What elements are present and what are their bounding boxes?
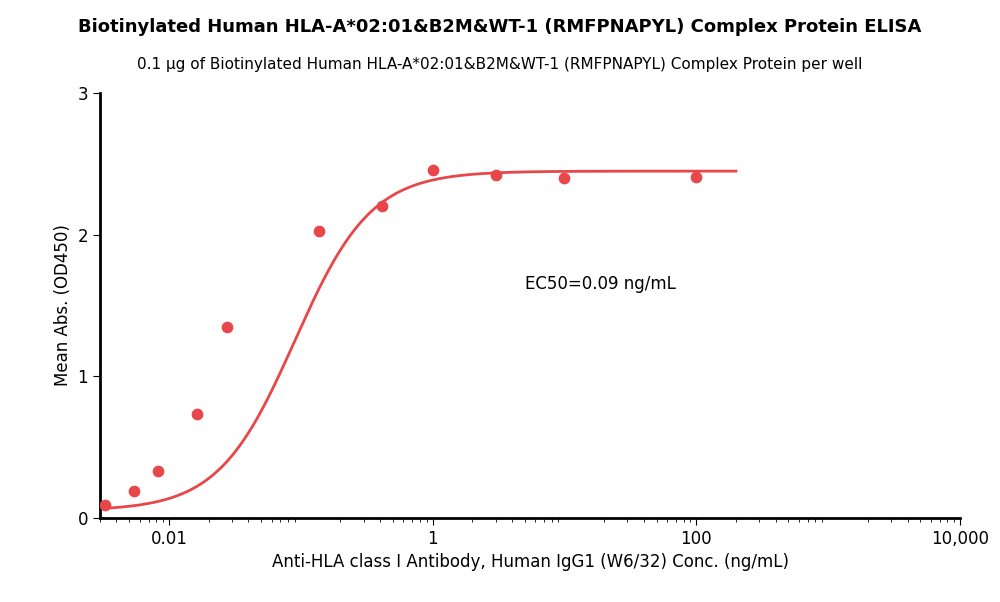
X-axis label: Anti-HLA class I Antibody, Human IgG1 (W6/32) Conc. (ng/mL): Anti-HLA class I Antibody, Human IgG1 (W…	[272, 553, 788, 571]
Y-axis label: Mean Abs. (OD450): Mean Abs. (OD450)	[54, 225, 72, 386]
Point	[556, 173, 572, 183]
Text: EC50=0.09 ng/mL: EC50=0.09 ng/mL	[525, 275, 676, 293]
Text: Biotinylated Human HLA-A*02:01&B2M&WT-1 (RMFPNAPYL) Complex Protein ELISA: Biotinylated Human HLA-A*02:01&B2M&WT-1 …	[78, 18, 922, 36]
Point	[311, 226, 327, 235]
Point	[374, 202, 390, 211]
Point	[97, 500, 113, 510]
Point	[688, 172, 704, 182]
Text: 0.1 μg of Biotinylated Human HLA-A*02:01&B2M&WT-1 (RMFPNAPYL) Complex Protein pe: 0.1 μg of Biotinylated Human HLA-A*02:01…	[137, 57, 863, 72]
Point	[126, 486, 142, 495]
Point	[219, 322, 235, 332]
Point	[425, 165, 441, 175]
Point	[488, 170, 504, 180]
Point	[150, 466, 166, 476]
Point	[189, 409, 205, 419]
